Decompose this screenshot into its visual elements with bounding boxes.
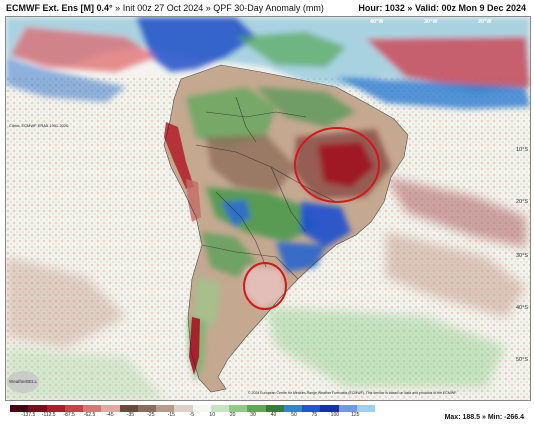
separator: » (115, 3, 121, 13)
climo-note: Climo: ECMWF ERA5 1991-2020 (9, 123, 69, 128)
colorbar-segment (320, 405, 339, 412)
lon-label-30w: 30°W (424, 19, 438, 25)
colorbar-tick: 50 (291, 412, 297, 418)
colorbar-tick: 100 (330, 412, 340, 418)
max-value: Max: 188.5 (444, 414, 480, 421)
northern-band (6, 17, 530, 109)
colorbar-tick: -87.5 (63, 412, 75, 418)
resolution: 0.4° (96, 3, 113, 13)
precip-anomaly-map (6, 17, 530, 400)
colorbar-tick: 20 (229, 412, 236, 418)
colorbar-tick: 125 (351, 412, 360, 418)
colorbar-tick: -45 (106, 412, 114, 418)
lon-label-20w: 20°W (478, 19, 492, 25)
colorbar-segment (156, 405, 175, 412)
colorbar (10, 405, 375, 412)
logo-text: WeatherBELL (9, 379, 37, 384)
highlight-circle-argentina (243, 262, 287, 310)
readout-separator: » (481, 414, 486, 421)
colorbar-tick: 30 (250, 412, 256, 418)
colorbar-tick: -137.5 (21, 412, 36, 418)
colorbar-tick: 75 (311, 412, 318, 418)
model-name: ECMWF Ext. Ens [M] (6, 3, 94, 13)
colorbar-tick: -15 (167, 412, 175, 418)
colorbar-segment (64, 405, 83, 412)
lat-label-50s: 50°S (516, 357, 528, 363)
colorbar-segment (46, 405, 65, 412)
init-time: Init 00z 27 Oct 2024 (122, 3, 204, 13)
colorbar-tick: -5 (189, 412, 194, 418)
atlantic-band (6, 177, 526, 400)
valid-time: Valid: 00z Mon 9 Dec 2024 (414, 3, 526, 13)
colorbar-tick: -35 (126, 412, 135, 418)
colorbar-ticks: -137.5 -112.5 -87.5 -62.5 -45 -35 -25 -1… (10, 412, 375, 422)
title-left: ECMWF Ext. Ens [M] 0.4° » Init 00z 27 Oc… (6, 3, 324, 13)
colorbar-segment (265, 405, 284, 412)
weatherbell-logo: WeatherBELL (7, 371, 39, 393)
lat-label-40s: 40°S (516, 305, 528, 311)
colorbar-tick: -62.5 (83, 412, 96, 418)
country-borders (163, 64, 409, 393)
colorbar-segment (302, 405, 321, 412)
colorbar-tick: -25 (147, 412, 155, 418)
lat-label-20s: 20°S (516, 199, 528, 205)
highlight-circle-brazil (294, 127, 380, 203)
lon-label-40w: 40°W (370, 19, 384, 25)
colorbar-segment (192, 405, 211, 412)
colorbar-segment (338, 405, 357, 412)
title-right: Hour: 1032 » Valid: 00z Mon 9 Dec 2024 (358, 3, 526, 13)
max-min-readout: Max: 188.5 » Min: -266.4 (445, 414, 524, 421)
colorbar-segment (356, 405, 375, 412)
separator: » (205, 3, 211, 13)
colorbar-segment (28, 405, 47, 412)
min-value: Min: -266.4 (487, 414, 524, 421)
colorbar-segment (229, 405, 248, 412)
colorbar-segment (119, 405, 138, 412)
forecast-hour: Hour: 1032 (358, 3, 405, 13)
lat-label-30s: 30°S (516, 253, 528, 259)
ecmwf-copyright: © 2024 European Centre for Medium-Range … (248, 391, 457, 395)
product-name: QPF 30-Day Anomaly (mm) (213, 3, 324, 13)
colorbar-tick: 40 (270, 412, 277, 418)
colorbar-tick: 10 (209, 412, 215, 418)
colorbar-segment (174, 405, 193, 412)
colorbar-segment (101, 405, 120, 412)
colorbar-segment (10, 405, 29, 412)
colorbar-segment (83, 405, 102, 412)
separator: » (407, 3, 413, 13)
colorbar-segment (137, 405, 156, 412)
colorbar-segment (283, 405, 302, 412)
andes-dry-strip (164, 122, 201, 375)
continent-patterns (186, 87, 391, 382)
colorbar-segment (210, 405, 229, 412)
title-bar: ECMWF Ext. Ens [M] 0.4° » Init 00z 27 Oc… (0, 0, 534, 18)
colorbar-tick: -112.5 (41, 412, 56, 418)
lat-label-10s: 10°S (516, 147, 528, 153)
map-panel: 40°W 30°W 20°W 10°S 20°S 30°S 40°S 50°S … (5, 16, 531, 401)
colorbar-segment (247, 405, 266, 412)
